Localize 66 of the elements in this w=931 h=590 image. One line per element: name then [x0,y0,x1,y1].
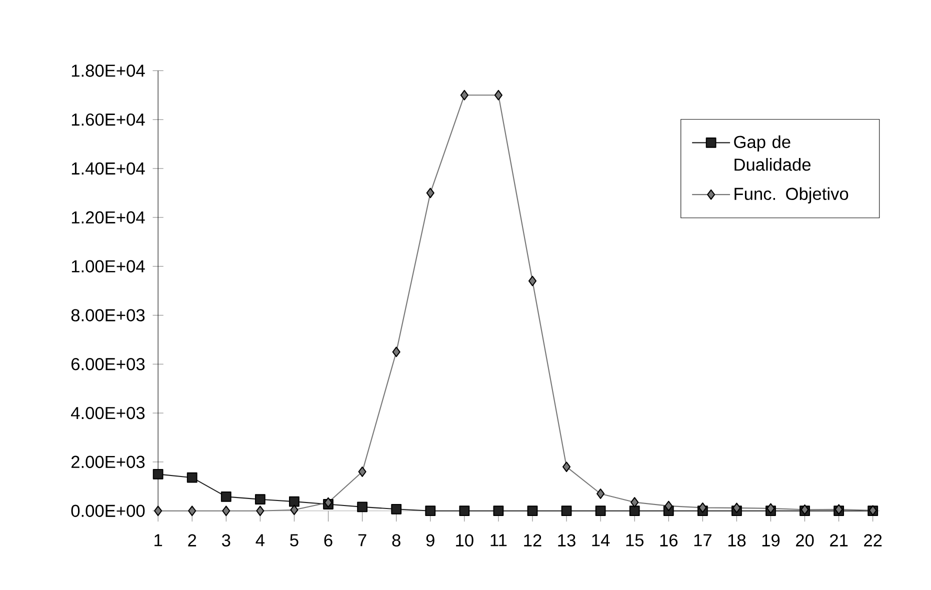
point [664,500,673,512]
x-tick-label: 7 [358,534,366,546]
x-tick-label: 3 [222,534,230,547]
point [494,90,502,101]
point [425,506,436,516]
point [732,502,741,514]
x-tick-label: 12 [524,534,542,547]
point [595,506,606,516]
x-tick-label: 20 [796,534,814,547]
x-tick-label: 13 [558,534,576,547]
y-tick-label: 6.00E+03 [71,358,145,370]
point [766,503,775,514]
x-tick-label: 1 [154,534,162,546]
point [630,497,639,508]
x-tick-label: 5 [290,534,298,547]
x-tick-label: 6 [324,534,332,547]
point [254,494,266,505]
point [528,276,537,286]
y-tick-label: 1.80E+04 [72,64,145,78]
point [358,466,366,478]
x-tick-label: 18 [728,534,746,547]
point [154,506,162,516]
point [561,506,572,516]
x-tick-label: 14 [592,534,610,546]
point [289,496,300,507]
point [222,506,230,516]
point [256,506,264,516]
point [357,502,368,512]
point [290,504,298,516]
point [188,506,196,516]
x-tick-label: 11 [490,534,507,546]
y-tick-label: 0.00E+00 [71,504,145,518]
point [460,90,468,101]
y-tick-label: 4.00E+03 [71,407,145,420]
legend-label: Gap de Dualidade [734,136,811,172]
y-tick-label: 1.40E+04 [72,162,145,175]
point [220,492,232,502]
point [391,504,402,515]
x-tick-label: 2 [188,534,196,547]
x-tick-label: 8 [392,534,400,547]
point [493,506,504,516]
legend-label: Func. Objetivo [734,188,848,204]
point [698,502,707,514]
x-tick-label: 10 [456,534,474,547]
point [459,506,470,516]
x-tick-label: 17 [694,534,712,546]
x-tick-label: 21 [830,534,848,547]
x-tick-label: 16 [660,534,678,547]
y-tick-label: 2.00E+03 [71,456,145,468]
point [562,462,571,472]
point [186,472,198,484]
point [527,506,538,516]
point [152,469,164,480]
x-tick-label: 15 [626,534,644,547]
point [426,188,434,198]
y-tick-label: 8.00E+03 [71,309,145,322]
x-tick-label: 22 [864,534,882,547]
y-tick-label: 1.20E+04 [72,211,145,224]
point [629,506,640,516]
point [392,346,400,358]
y-tick-label: 1.60E+04 [72,114,145,126]
y-tick-label: 1.00E+04 [72,260,145,273]
point [596,488,605,500]
x-tick-label: 4 [256,534,264,546]
x-tick-label: 19 [762,534,780,547]
x-tick-label: 9 [426,534,434,547]
